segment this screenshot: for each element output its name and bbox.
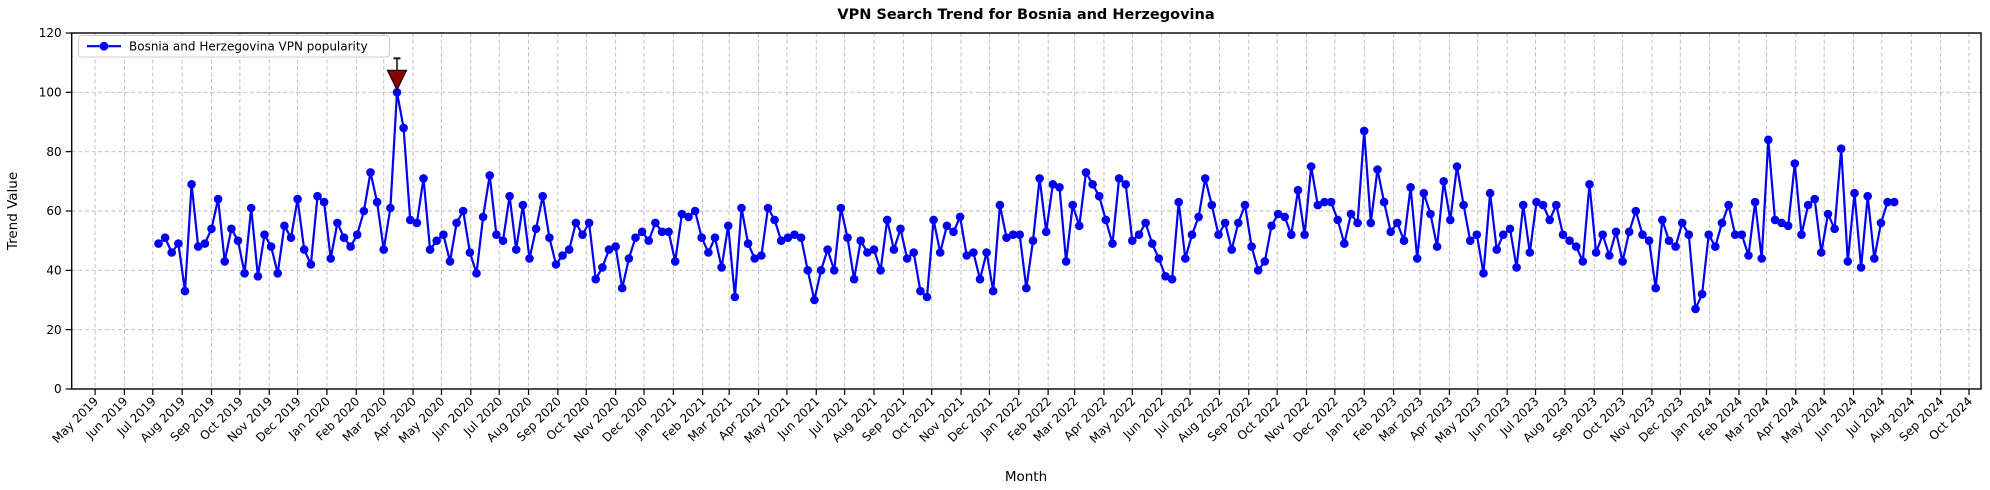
svg-text:40: 40 [46,264,61,278]
y-tick-labels: 0 20 40 60 80 100 120 [39,26,62,396]
axis-ticks [65,32,1970,395]
svg-text:60: 60 [46,204,61,218]
legend-box [78,35,390,58]
svg-text:100: 100 [39,86,62,100]
peak-annotation [386,57,408,92]
svg-text:80: 80 [46,145,61,159]
y-axis-label: Trend Value [5,172,21,251]
x-axis-label: Month [1005,469,1047,485]
legend-marker-icon [99,41,109,51]
chart-title: VPN Search Trend for Bosnia and Herzegov… [837,7,1214,23]
svg-text:20: 20 [46,323,61,337]
svg-text:0: 0 [54,382,62,396]
legend: Bosnia and Herzegovina VPN popularity [78,35,390,58]
legend-label: Bosnia and Herzegovina VPN popularity [129,39,368,53]
plot-border [70,32,1982,390]
gridlines [71,33,1981,389]
svg-text:120: 120 [39,26,62,40]
trend-series [154,88,1899,314]
